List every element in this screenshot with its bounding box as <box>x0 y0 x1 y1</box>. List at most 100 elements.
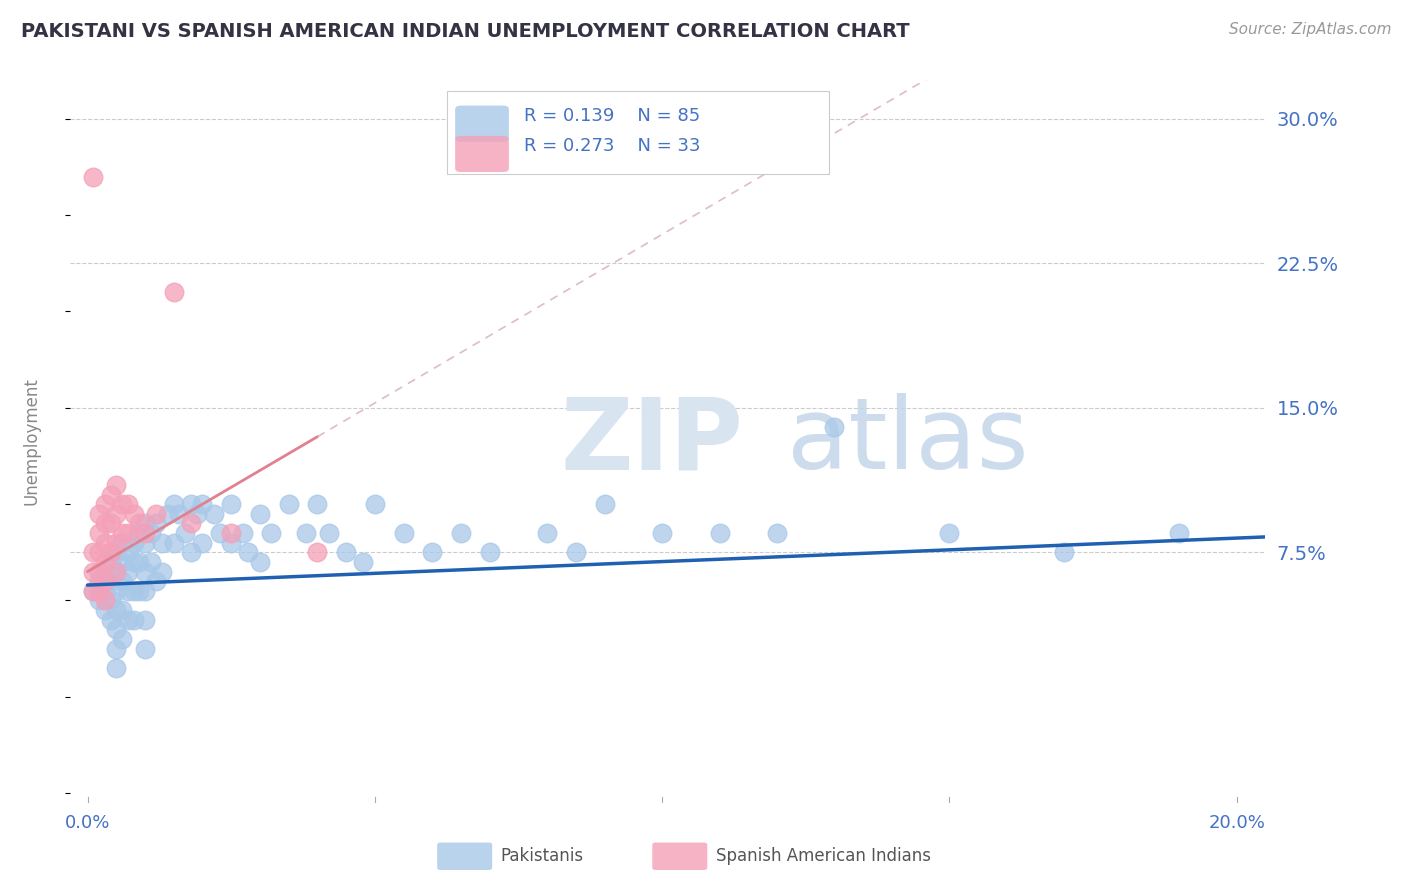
Pakistanis <box>709 526 731 541</box>
Pakistanis <box>478 545 501 559</box>
Pakistanis <box>307 497 329 511</box>
Spanish American Indians <box>100 516 122 531</box>
Spanish American Indians <box>94 516 117 531</box>
Pakistanis <box>94 603 117 617</box>
Text: Spanish American Indians: Spanish American Indians <box>716 847 931 864</box>
Pakistanis <box>100 593 122 607</box>
Pakistanis <box>145 574 167 589</box>
Pakistanis <box>352 555 374 569</box>
Pakistanis <box>219 535 242 549</box>
Spanish American Indians <box>87 565 110 579</box>
Spanish American Indians <box>105 565 128 579</box>
Pakistanis <box>318 526 340 541</box>
Text: Pakistanis: Pakistanis <box>501 847 583 864</box>
Pakistanis <box>593 497 616 511</box>
Pakistanis <box>420 545 443 559</box>
Pakistanis <box>238 545 260 559</box>
Pakistanis <box>128 555 150 569</box>
Spanish American Indians <box>219 526 242 541</box>
Pakistanis <box>94 565 117 579</box>
Spanish American Indians <box>94 535 117 549</box>
Spanish American Indians <box>180 516 202 531</box>
Pakistanis <box>191 497 214 511</box>
Spanish American Indians <box>82 583 104 598</box>
Spanish American Indians <box>87 507 110 521</box>
Pakistanis <box>117 613 139 627</box>
Pakistanis <box>202 507 225 521</box>
Pakistanis <box>111 555 134 569</box>
Pakistanis <box>766 526 789 541</box>
FancyBboxPatch shape <box>437 843 492 870</box>
Pakistanis <box>277 497 299 511</box>
Pakistanis <box>82 583 104 598</box>
Pakistanis <box>117 583 139 598</box>
Pakistanis <box>938 526 960 541</box>
Pakistanis <box>232 526 254 541</box>
Pakistanis <box>169 507 191 521</box>
Text: atlas: atlas <box>787 393 1029 490</box>
Pakistanis <box>87 574 110 589</box>
Spanish American Indians <box>134 526 156 541</box>
Pakistanis <box>87 593 110 607</box>
FancyBboxPatch shape <box>456 136 509 172</box>
Spanish American Indians <box>163 285 186 300</box>
Text: R = 0.273    N = 33: R = 0.273 N = 33 <box>524 137 702 155</box>
Pakistanis <box>1053 545 1076 559</box>
Pakistanis <box>105 641 128 656</box>
Pakistanis <box>100 613 122 627</box>
Text: 0.0%: 0.0% <box>65 814 110 832</box>
Pakistanis <box>117 545 139 559</box>
Spanish American Indians <box>307 545 329 559</box>
Text: PAKISTANI VS SPANISH AMERICAN INDIAN UNEMPLOYMENT CORRELATION CHART: PAKISTANI VS SPANISH AMERICAN INDIAN UNE… <box>21 22 910 41</box>
Pakistanis <box>450 526 472 541</box>
Pakistanis <box>105 661 128 675</box>
Pakistanis <box>122 555 145 569</box>
Pakistanis <box>565 545 588 559</box>
Pakistanis <box>186 507 208 521</box>
Pakistanis <box>111 603 134 617</box>
Text: R = 0.139    N = 85: R = 0.139 N = 85 <box>524 107 700 126</box>
Pakistanis <box>134 641 156 656</box>
Pakistanis <box>105 565 128 579</box>
Pakistanis <box>122 613 145 627</box>
Pakistanis <box>335 545 357 559</box>
Pakistanis <box>180 545 202 559</box>
Pakistanis <box>128 526 150 541</box>
Pakistanis <box>364 497 387 511</box>
Spanish American Indians <box>122 507 145 521</box>
Pakistanis <box>295 526 318 541</box>
Pakistanis <box>134 613 156 627</box>
Text: 20.0%: 20.0% <box>1208 814 1265 832</box>
Spanish American Indians <box>111 526 134 541</box>
Pakistanis <box>249 507 271 521</box>
Spanish American Indians <box>111 497 134 511</box>
Pakistanis <box>219 497 242 511</box>
Spanish American Indians <box>87 583 110 598</box>
Pakistanis <box>122 583 145 598</box>
Pakistanis <box>163 535 186 549</box>
Spanish American Indians <box>117 526 139 541</box>
Pakistanis <box>128 583 150 598</box>
Pakistanis <box>134 535 156 549</box>
Spanish American Indians <box>94 555 117 569</box>
Spanish American Indians <box>100 487 122 501</box>
Pakistanis <box>208 526 231 541</box>
Pakistanis <box>111 632 134 646</box>
Pakistanis <box>139 526 162 541</box>
Pakistanis <box>122 535 145 549</box>
Spanish American Indians <box>82 565 104 579</box>
Pakistanis <box>163 497 186 511</box>
Spanish American Indians <box>94 497 117 511</box>
Pakistanis <box>100 574 122 589</box>
Pakistanis <box>117 565 139 579</box>
Spanish American Indians <box>145 507 167 521</box>
Text: ZIP: ZIP <box>561 393 744 490</box>
Spanish American Indians <box>105 535 128 549</box>
Pakistanis <box>139 555 162 569</box>
Pakistanis <box>1168 526 1191 541</box>
Pakistanis <box>156 507 179 521</box>
Text: Source: ZipAtlas.com: Source: ZipAtlas.com <box>1229 22 1392 37</box>
Pakistanis <box>249 555 271 569</box>
Pakistanis <box>145 516 167 531</box>
Spanish American Indians <box>87 526 110 541</box>
